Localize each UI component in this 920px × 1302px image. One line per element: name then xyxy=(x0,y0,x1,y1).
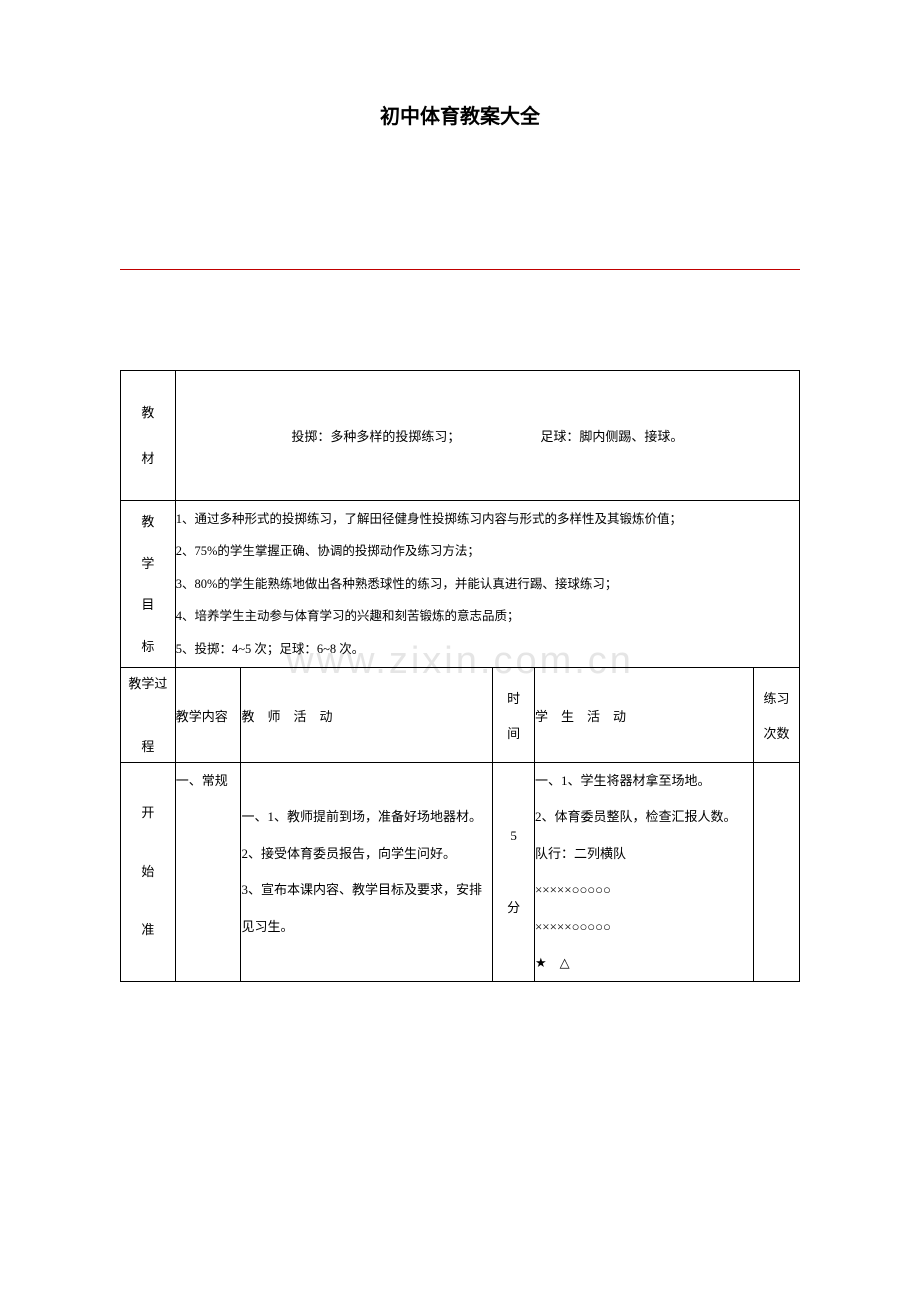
phase-label: 开始准 xyxy=(121,762,176,981)
goals-row: 教学目标 1、通过多种形式的投掷练习，了解田径健身性投掷练习内容与形式的多样性及… xyxy=(121,501,800,668)
materials-content: 投掷：多种多样的投掷练习； 足球：脚内侧踢、接球。 xyxy=(175,371,799,501)
student-header: 学 生 活 动 xyxy=(534,668,753,763)
materials-label-text: 教材 xyxy=(121,390,175,481)
red-divider xyxy=(120,269,800,270)
process-header: 教学过程 xyxy=(121,668,176,763)
time-header: 时间 xyxy=(493,668,535,763)
page-title: 初中体育教案大全 xyxy=(120,100,800,129)
content-header: 教学内容 xyxy=(175,668,241,763)
reps-cell xyxy=(753,762,799,981)
content-row-1: 开始准 一、常规 一、1、教师提前到场，准备好场地器材。2、接受体育委员报告，向… xyxy=(121,762,800,981)
materials-row: 教材 投掷：多种多样的投掷练习； 足球：脚内侧踢、接球。 xyxy=(121,371,800,501)
content-cell: 一、常规 xyxy=(175,762,241,981)
teacher-cell: 一、1、教师提前到场，准备好场地器材。2、接受体育委员报告，向学生问好。3、宣布… xyxy=(241,762,493,981)
time-cell: 5分 xyxy=(493,762,535,981)
materials-right: 足球：脚内侧踢、接球。 xyxy=(540,426,683,445)
materials-label: 教材 xyxy=(121,371,176,501)
teacher-header: 教 师 活 动 xyxy=(241,668,493,763)
reps-header: 练习次数 xyxy=(753,668,799,763)
student-cell: 一、1、学生将器材拿至场地。2、体育委员整队，检查汇报人数。队行：二列横队×××… xyxy=(534,762,753,981)
materials-left: 投掷：多种多样的投掷练习； xyxy=(291,426,460,445)
lesson-plan-table: 教材 投掷：多种多样的投掷练习； 足球：脚内侧踢、接球。 教学目标 1、通过多种… xyxy=(120,370,800,982)
column-headers-row: 教学过程 教学内容 教 师 活 动 时间 学 生 活 动 练习次数 xyxy=(121,668,800,763)
goals-label: 教学目标 xyxy=(121,501,176,668)
goals-content: 1、通过多种形式的投掷练习，了解田径健身性投掷练习内容与形式的多样性及其锻炼价值… xyxy=(175,501,799,668)
